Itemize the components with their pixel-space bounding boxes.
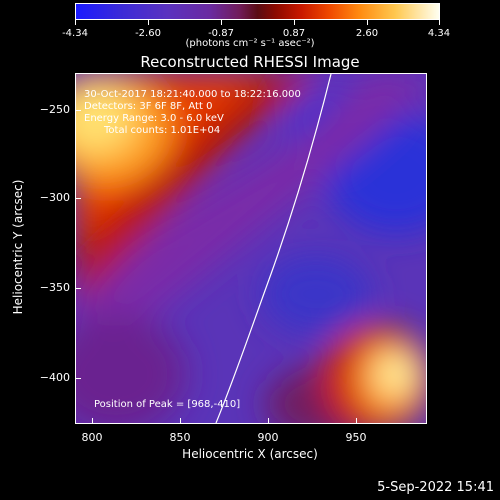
x-tick-label: 950 bbox=[345, 431, 367, 444]
total-counts-annotation: Total counts: 1.01E+04 bbox=[104, 125, 221, 136]
colorbar-tick-label: -2.60 bbox=[135, 28, 161, 39]
time-range-annotation: 30-Oct-2017 18:21:40.000 to 18:22:16.000 bbox=[84, 89, 301, 100]
y-tick-label: −400 bbox=[39, 371, 70, 384]
x-tick-label: 900 bbox=[257, 431, 279, 444]
colorbar-units: (photons cm⁻² s⁻¹ asec⁻²) bbox=[185, 38, 315, 49]
x-tick-label: 850 bbox=[169, 431, 191, 444]
y-axis-title: Heliocentric Y (arcsec) bbox=[11, 179, 25, 315]
colorbar-tick-label: -0.87 bbox=[208, 28, 234, 39]
detectors-annotation: Detectors: 3F 6F 8F, Att 0 bbox=[84, 101, 213, 112]
colorbar-tick-label: -4.34 bbox=[62, 28, 88, 39]
x-tick-label: 800 bbox=[81, 431, 103, 444]
image-canvas bbox=[76, 74, 426, 423]
colorbar bbox=[75, 3, 440, 20]
colorbar-tick-label: 2.60 bbox=[355, 28, 379, 39]
y-tick-label: −300 bbox=[39, 191, 70, 204]
peak-position-annotation: Position of Peak = [968,-410] bbox=[94, 399, 241, 410]
image-title: Reconstructed RHESSI Image bbox=[140, 53, 360, 71]
colorbar-ticks: -4.34 -2.60 -0.87 0.87 2.60 4.34 bbox=[0, 0, 500, 40]
y-tick-label: −350 bbox=[39, 281, 70, 294]
footer-date: 5-Sep-2022 15:41 bbox=[377, 480, 494, 495]
colorbar-tick-label: 4.34 bbox=[427, 28, 451, 39]
energy-range-annotation: Energy Range: 3.0 - 6.0 keV bbox=[84, 113, 224, 124]
x-axis-title: Heliocentric X (arcsec) bbox=[182, 447, 318, 461]
rhessi-image: 30-Oct-2017 18:21:40.000 to 18:22:16.000… bbox=[75, 73, 427, 424]
colorbar-tick-label: 0.87 bbox=[282, 28, 306, 39]
y-tick-label: −250 bbox=[39, 103, 70, 116]
